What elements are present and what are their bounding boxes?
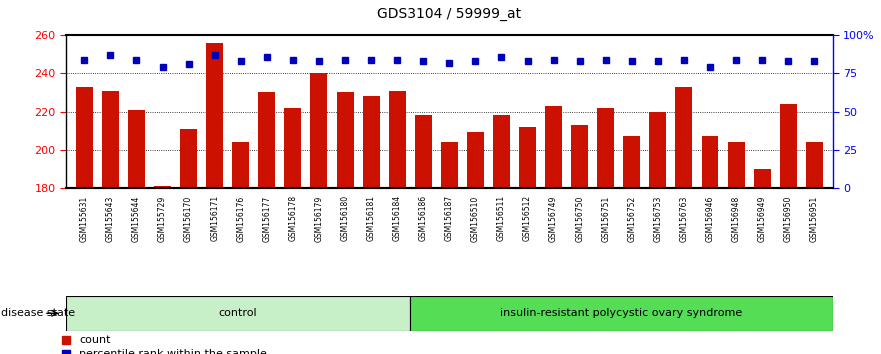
Bar bbox=[467, 132, 484, 188]
Bar bbox=[493, 115, 510, 188]
Bar bbox=[780, 104, 796, 188]
Bar bbox=[415, 115, 432, 188]
Bar bbox=[66, 296, 410, 331]
Bar bbox=[389, 91, 405, 188]
Bar bbox=[806, 142, 823, 188]
Bar bbox=[571, 125, 589, 188]
Text: percentile rank within the sample: percentile rank within the sample bbox=[79, 349, 267, 354]
Bar bbox=[258, 92, 275, 188]
Text: disease state: disease state bbox=[1, 308, 75, 318]
Bar bbox=[410, 296, 833, 331]
Bar bbox=[519, 127, 536, 188]
Bar bbox=[363, 96, 380, 188]
Bar bbox=[206, 43, 223, 188]
Bar bbox=[649, 112, 666, 188]
Bar bbox=[597, 108, 614, 188]
Bar bbox=[440, 142, 458, 188]
Bar bbox=[233, 142, 249, 188]
Bar bbox=[545, 106, 562, 188]
Text: insulin-resistant polycystic ovary syndrome: insulin-resistant polycystic ovary syndr… bbox=[500, 308, 742, 318]
Bar bbox=[180, 129, 197, 188]
Bar bbox=[128, 110, 145, 188]
Bar bbox=[728, 142, 744, 188]
Text: GDS3104 / 59999_at: GDS3104 / 59999_at bbox=[377, 7, 522, 21]
Bar bbox=[701, 136, 719, 188]
Bar bbox=[285, 108, 301, 188]
Bar bbox=[76, 87, 93, 188]
Bar bbox=[624, 136, 640, 188]
Bar bbox=[102, 91, 119, 188]
Bar bbox=[310, 73, 328, 188]
Text: control: control bbox=[218, 308, 257, 318]
Bar bbox=[676, 87, 692, 188]
Bar bbox=[337, 92, 353, 188]
Bar bbox=[154, 186, 171, 188]
Bar bbox=[753, 169, 771, 188]
Text: count: count bbox=[79, 335, 111, 345]
